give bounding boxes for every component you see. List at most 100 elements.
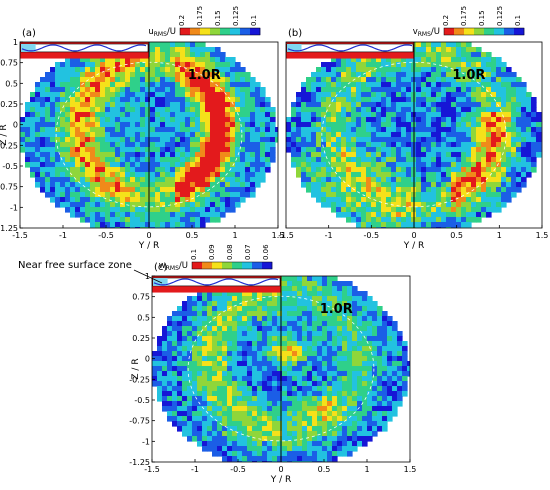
y-tick-label: 0: [13, 121, 18, 130]
contour-cell: [466, 77, 472, 83]
contour-cell: [322, 311, 328, 317]
contour-cell: [257, 421, 263, 427]
contour-cell: [307, 296, 313, 302]
contour-cell: [416, 57, 422, 63]
contour-cell: [392, 391, 398, 397]
contour-cell: [317, 401, 323, 407]
contour-cell: [90, 222, 96, 228]
contour-cell: [397, 366, 403, 372]
colorbar-swatch: [180, 28, 191, 35]
contour-cell: [351, 212, 357, 218]
contour-cell: [362, 336, 368, 342]
contour-cell: [441, 132, 447, 138]
y-tick-label: 0.75: [0, 59, 18, 68]
contour-cell: [130, 202, 136, 208]
x-tick-label: -1.5: [278, 231, 294, 240]
contour-cell: [192, 391, 198, 397]
contour-cell: [30, 157, 36, 163]
contour-cell: [501, 132, 507, 138]
contour-cell: [371, 167, 377, 173]
contour-cell: [371, 192, 377, 198]
contour-cell: [491, 187, 497, 193]
contour-cell: [431, 202, 437, 208]
contour-cell: [506, 92, 512, 98]
contour-cell: [257, 351, 263, 357]
contour-cell: [215, 82, 221, 88]
contour-cell: [65, 72, 71, 78]
contour-cell: [100, 222, 106, 228]
contour-cell: [65, 122, 71, 128]
contour-cell: [140, 92, 146, 98]
contour-cell: [292, 331, 298, 337]
contour-cell: [371, 177, 377, 183]
contour-cell: [175, 192, 181, 198]
contour-cell: [50, 152, 56, 158]
contour-cell: [175, 87, 181, 93]
contour-cell: [50, 117, 56, 123]
contour-cell: [466, 117, 472, 123]
contour-cell: [120, 112, 126, 118]
contour-cell: [215, 157, 221, 163]
contour-cell: [312, 361, 318, 367]
contour-cell: [120, 87, 126, 93]
contour-cell: [387, 356, 393, 362]
contour-cell: [140, 182, 146, 188]
contour-cell: [506, 137, 512, 143]
contour-cell: [436, 192, 442, 198]
contour-cell: [235, 142, 241, 148]
contour-cell: [381, 192, 387, 198]
contour-cell: [282, 281, 288, 287]
contour-cell: [361, 102, 367, 108]
contour-cell: [200, 92, 206, 98]
contour-cell: [312, 321, 318, 327]
contour-cell: [205, 182, 211, 188]
contour-cell: [337, 411, 343, 417]
contour-cell: [431, 97, 437, 103]
contour-cell: [336, 92, 342, 98]
contour-cell: [210, 212, 216, 218]
contour-cell: [441, 172, 447, 178]
contour-cell: [346, 107, 352, 113]
contour-cell: [217, 416, 223, 422]
contour-cell: [185, 167, 191, 173]
contour-cell: [230, 132, 236, 138]
contour-cell: [175, 57, 181, 63]
contour-cell: [396, 87, 402, 93]
contour-cell: [466, 127, 472, 133]
contour-cell: [362, 346, 368, 352]
contour-cell: [287, 276, 293, 282]
contour-cell: [392, 386, 398, 392]
contour-cell: [312, 281, 318, 287]
contour-cell: [356, 187, 362, 193]
contour-cell: [115, 67, 121, 73]
contour-cell: [386, 147, 392, 153]
contour-cell: [357, 296, 363, 302]
contour-cell: [297, 276, 303, 282]
contour-cell: [322, 456, 328, 462]
contour-cell: [401, 182, 407, 188]
contour-cell: [252, 361, 258, 367]
contour-cell: [326, 177, 332, 183]
contour-cell: [521, 92, 527, 98]
contour-cell: [426, 52, 432, 58]
contour-cell: [245, 152, 251, 158]
contour-cell: [155, 102, 161, 108]
contour-cell: [197, 391, 203, 397]
contour-cell: [292, 321, 298, 327]
contour-cell: [70, 147, 76, 153]
contour-cell: [312, 456, 318, 462]
contour-cell: [165, 152, 171, 158]
contour-cell: [220, 67, 226, 73]
contour-cell: [357, 291, 363, 297]
contour-cell: [225, 62, 231, 68]
contour-cell: [237, 426, 243, 432]
contour-cell: [200, 127, 206, 133]
contour-cell: [90, 207, 96, 213]
contour-cell: [292, 386, 298, 392]
contour-cell: [381, 167, 387, 173]
contour-cell: [272, 446, 278, 452]
contour-cell: [506, 87, 512, 93]
contour-cell: [317, 381, 323, 387]
contour-cell: [446, 57, 452, 63]
contour-cell: [292, 446, 298, 452]
